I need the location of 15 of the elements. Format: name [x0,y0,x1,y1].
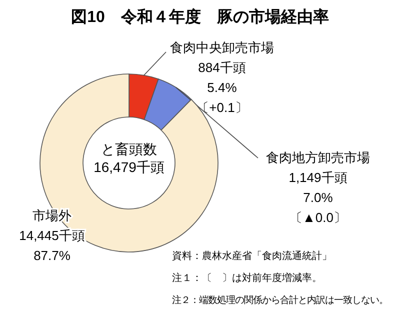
data-label: 884千頭 [198,60,246,75]
text: 5.4% [207,80,237,95]
text: 87.7% [34,248,70,263]
text: 7.0% [303,190,333,205]
text: 〔▲0.0〕 [290,210,346,225]
slice-label: 食肉地方卸売市場 [266,150,370,165]
slice-label: 食肉中央卸売市場 [170,40,274,55]
text: 注２：端数処理の関係から合計と内訳は一致しない。 [172,295,388,305]
data-label: 1,149千頭 [288,170,348,185]
text: と畜頭数 16,479千頭 [94,141,164,175]
text: 〔+0.1〕 [196,100,248,115]
slice-label: 市場外 [32,208,72,223]
chart-title: 図10 令和４年度 豚の市場経由率 [71,7,329,26]
text: 資料：農林水産省「食肉流通統計」 [172,250,332,262]
text: 注１：〔 〕は対前年度増減率。 [172,272,322,284]
